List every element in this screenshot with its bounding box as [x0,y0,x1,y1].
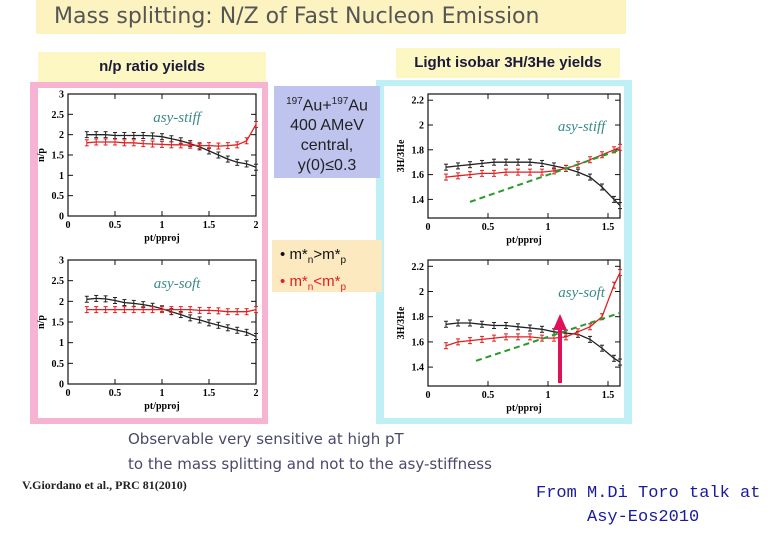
legend-text: m* [289,246,308,263]
legend-bullet: • [280,273,286,290]
x-tick-label: 0 [66,388,71,399]
y-tick-label: 1.4 [412,195,425,206]
y-tick-label: 3 [59,256,64,267]
x-axis-label: pt/pproj [144,233,179,244]
y-axis-label: n/p [36,148,47,162]
np-ratio-header: n/p ratio yields [38,52,266,82]
x-axis-label: pt/pproj [506,235,541,246]
legend-item-black: • m*n>m*p [280,244,382,271]
panel-label: asy-stiff [558,119,607,135]
legend-sub: n [307,282,314,293]
y-axis-label: n/p [36,315,47,329]
reaction-energy: 400 AMeV [290,117,364,135]
series-line [445,272,621,347]
y-tick-label: 0.5 [52,191,65,202]
credit-line-2: Asy-Eos2010 [587,508,700,527]
isobar-header: Light isobar 3H/3He yields [396,48,620,78]
y-tick-label: 2.2 [412,96,425,107]
x-tick-label: 1 [160,220,165,231]
x-axis-label: pt/pproj [144,401,179,412]
legend-sub: p [340,255,346,266]
y-tick-label: 2 [419,287,424,298]
x-tick-label: 0 [426,390,431,401]
legend-item-red: • m*n<m*p [280,271,382,298]
panel-label: asy-stiff [153,110,202,126]
isobar-soft-plot: 0 0.5 1 1.5 1.4 1.6 1.8 2 2.2 pt/pproj 3H/3He asy-s… [396,259,622,414]
legend-text: >m* [313,246,341,263]
legend-sub: p [340,282,346,293]
y-tick-label: 2 [59,297,64,308]
y-tick-label: 1.4 [412,363,425,374]
legend-sub: n [307,255,314,266]
y-tick-label: 1.8 [412,145,425,156]
y-tick-label: 1.6 [412,337,425,348]
y-tick-label: 0.5 [52,359,65,370]
reaction-nucleus-2: Au [348,97,368,115]
x-tick-label: 0.5 [109,388,122,399]
y-tick-label: 1.8 [412,312,425,323]
x-tick-label: 0 [66,220,71,231]
x-tick-label: 0 [426,222,431,233]
np-panel [38,88,262,418]
y-tick-label: 0 [59,380,64,391]
plot-frame [427,259,621,387]
reaction-centrality: central, [300,137,354,155]
reaction-mass-2: 197 [331,96,349,107]
observation-line-1: Observable very sensitive at high pT [128,430,404,448]
x-tick-label: 1 [546,390,551,401]
y-tick-label: 1.5 [52,151,65,162]
x-tick-label: 0.5 [482,390,495,401]
y-tick-label: 2 [419,121,424,132]
x-tick-label: 1.5 [203,388,216,399]
reaction-mass-1: 197 [286,96,303,107]
x-tick-label: 2 [254,388,259,399]
mass-splitting-legend: • m*n>m*p • m*n<m*p [272,240,382,293]
reaction-box: 197Au+197Au 400 AMeV central, y(0)≤0.3 [274,86,380,178]
plot-frame [427,93,621,219]
panel-label: asy-soft [558,285,605,301]
reaction-rapidity: y(0)≤0.3 [297,157,357,175]
x-tick-label: 1.5 [203,220,216,231]
reference: V.Giordano et al., PRC 81(2010) [22,478,187,492]
x-axis-label: pt/pproj [506,403,541,414]
x-tick-label: 1 [546,222,551,233]
y-tick-label: 1 [59,338,64,349]
linear-guide-line [469,148,621,203]
credit-line-1: From M.Di Toro talk at [536,484,761,503]
y-tick-label: 2.2 [412,262,425,273]
y-tick-label: 1.6 [412,170,425,181]
highlight-arrow-head [553,314,567,330]
observation-line-2: to the mass splitting and not to the asy… [128,455,492,473]
isobar-stiff-plot: 0 0.5 1 1.5 1.4 1.6 1.8 2 2.2 pt/pproj 3H/3He asy-s… [396,93,622,246]
y-tick-label: 1.5 [52,318,65,329]
y-tick-label: 2.5 [52,276,65,287]
y-tick-label: 0 [59,212,64,223]
np-stiff-plot: 0 0.5 1 1.5 2 0 0.5 1 1.5 2 2.5 3 pt/pproj n/p asy-sti… [36,90,259,245]
panel-label: asy-soft [154,276,201,292]
series-line [445,161,621,207]
legend-text: <m* [313,273,341,290]
x-tick-label: 2 [254,220,259,231]
x-tick-label: 1.5 [602,390,615,401]
x-tick-label: 0.5 [109,220,122,231]
series-line [445,322,621,363]
linear-guide-line [475,311,621,362]
legend-text: m* [289,273,308,290]
y-tick-label: 3 [59,90,64,101]
np-soft-plot: 0 0.5 1 1.5 2 0 0.5 1 1.5 2 2.5 3 pt/pproj n/p asy-sof… [36,256,259,413]
y-tick-label: 2 [59,130,64,141]
x-tick-label: 0.5 [482,222,495,233]
series-line [86,297,257,338]
y-axis-label: 3H/3He [396,139,407,172]
title-banner [36,0,626,34]
y-tick-label: 1 [59,171,64,182]
x-tick-label: 1 [160,388,165,399]
isobar-panel [384,86,624,418]
slide-title: Mass splitting: N/Z of Fast Nucleon Emis… [54,4,540,29]
y-axis-label: 3H/3He [396,306,407,339]
reaction-nucleus-1: Au+ [302,97,332,115]
x-tick-label: 1.5 [602,222,615,233]
y-tick-label: 2.5 [52,110,65,121]
legend-bullet: • [280,246,286,263]
